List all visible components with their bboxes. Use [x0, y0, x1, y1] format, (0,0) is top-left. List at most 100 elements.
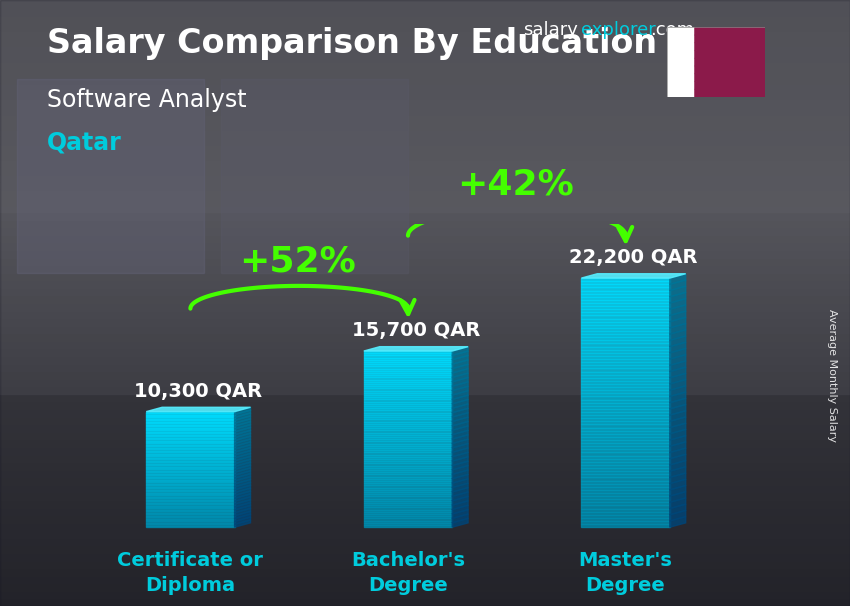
Polygon shape [235, 488, 251, 496]
Bar [364, 465, 452, 468]
Polygon shape [695, 74, 705, 81]
Text: Average Monthly Salary: Average Monthly Salary [827, 309, 837, 442]
Polygon shape [452, 430, 468, 439]
Polygon shape [235, 482, 251, 490]
Bar [364, 501, 452, 503]
Bar [0, 599, 850, 606]
Bar [581, 393, 670, 396]
Bar [364, 492, 452, 494]
Bar [146, 517, 235, 519]
Bar [581, 290, 670, 294]
Bar [364, 378, 452, 380]
Polygon shape [695, 35, 705, 43]
Bar [364, 499, 452, 501]
Bar [364, 356, 452, 358]
Bar [146, 441, 235, 442]
Bar [0, 371, 850, 379]
Bar [146, 519, 235, 520]
Polygon shape [670, 293, 686, 303]
Polygon shape [670, 405, 686, 415]
Bar [146, 459, 235, 461]
Bar [146, 474, 235, 475]
Bar [364, 479, 452, 481]
Bar [146, 435, 235, 436]
Bar [364, 446, 452, 448]
Bar [581, 399, 670, 402]
Bar [581, 409, 670, 412]
Bar [146, 421, 235, 422]
Polygon shape [452, 391, 468, 399]
Polygon shape [235, 413, 251, 421]
Polygon shape [452, 404, 468, 413]
Polygon shape [670, 348, 686, 359]
Bar [146, 514, 235, 516]
Bar [364, 448, 452, 450]
Bar [146, 462, 235, 464]
Polygon shape [670, 299, 686, 309]
Polygon shape [670, 517, 686, 527]
Bar [581, 378, 670, 381]
Bar [364, 514, 452, 516]
Polygon shape [670, 398, 686, 409]
Bar [364, 474, 452, 476]
Bar [146, 423, 235, 425]
Polygon shape [364, 347, 468, 351]
Polygon shape [235, 439, 251, 446]
Bar [364, 452, 452, 454]
Bar [581, 478, 670, 481]
Bar [146, 494, 235, 496]
Bar [0, 439, 850, 447]
Bar [581, 450, 670, 453]
Bar [364, 398, 452, 399]
Bar [146, 448, 235, 449]
Bar [146, 451, 235, 452]
Polygon shape [452, 399, 468, 408]
Bar [0, 182, 850, 189]
Bar [581, 319, 670, 322]
Polygon shape [452, 439, 468, 448]
Bar [364, 512, 452, 514]
Text: explorer: explorer [581, 21, 655, 39]
Polygon shape [146, 407, 251, 411]
Bar [0, 522, 850, 530]
Bar [0, 341, 850, 348]
Bar [0, 591, 850, 599]
Bar [146, 507, 235, 508]
Bar [364, 430, 452, 433]
Bar [364, 410, 452, 413]
Polygon shape [235, 500, 251, 507]
Bar [364, 472, 452, 474]
Polygon shape [670, 491, 686, 502]
Polygon shape [452, 514, 468, 523]
Polygon shape [235, 448, 251, 455]
Bar [581, 278, 670, 281]
Bar [146, 438, 235, 439]
Bar [0, 15, 850, 22]
Bar [581, 502, 670, 505]
Bar [581, 505, 670, 508]
Bar [581, 434, 670, 437]
Bar [581, 350, 670, 353]
Bar [364, 380, 452, 382]
Polygon shape [452, 501, 468, 510]
Bar [581, 511, 670, 514]
Bar [146, 446, 235, 448]
Bar [581, 431, 670, 434]
Polygon shape [670, 324, 686, 334]
Bar [364, 503, 452, 505]
Bar [364, 351, 452, 353]
Polygon shape [452, 444, 468, 452]
Polygon shape [235, 520, 251, 527]
Polygon shape [452, 470, 468, 479]
Bar [0, 280, 850, 288]
Bar [0, 447, 850, 454]
Polygon shape [670, 436, 686, 446]
Polygon shape [670, 417, 686, 428]
Bar [146, 465, 235, 467]
Polygon shape [452, 351, 468, 360]
Polygon shape [235, 456, 251, 464]
Bar [146, 430, 235, 432]
Bar [581, 424, 670, 428]
Bar [0, 356, 850, 364]
Polygon shape [670, 330, 686, 341]
